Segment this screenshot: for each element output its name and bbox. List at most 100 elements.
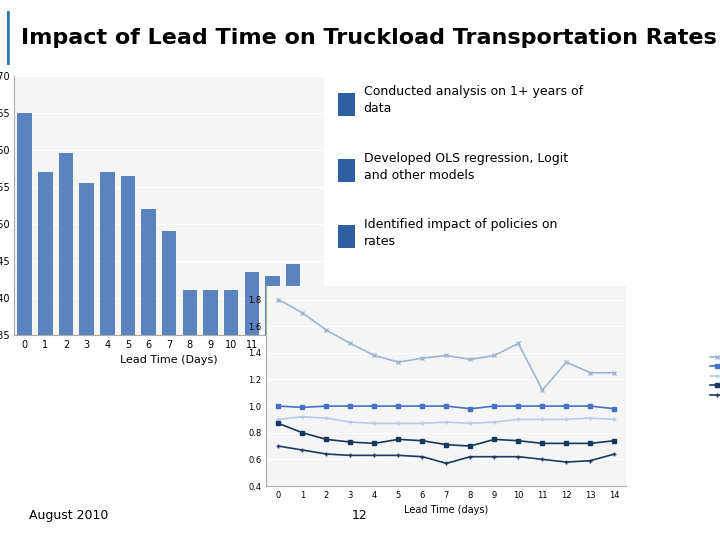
90th Percentile xyxy=(394,359,402,366)
10th Percentile xyxy=(562,459,571,465)
10th Percentile xyxy=(442,460,451,467)
Legend: 90th Percentile, 75th Percentile, 50th Percentile, 25th Percentile, 10th Percent: 90th Percentile, 75th Percentile, 50th P… xyxy=(707,352,720,401)
75th Percentile xyxy=(442,403,451,409)
90th Percentile xyxy=(322,327,330,333)
Text: Conducted analysis on 1+ years of
data: Conducted analysis on 1+ years of data xyxy=(364,85,582,116)
50th Percentile xyxy=(586,415,595,421)
10th Percentile xyxy=(538,456,546,463)
25th Percentile xyxy=(298,429,307,436)
90th Percentile xyxy=(442,352,451,359)
90th Percentile xyxy=(298,309,307,316)
50th Percentile xyxy=(274,416,283,423)
Bar xyxy=(17,113,32,540)
90th Percentile xyxy=(418,355,427,361)
25th Percentile xyxy=(562,440,571,447)
25th Percentile xyxy=(466,443,474,449)
Bar xyxy=(183,291,197,540)
75th Percentile xyxy=(586,403,595,409)
25th Percentile xyxy=(490,436,499,443)
Bar xyxy=(338,225,354,248)
75th Percentile xyxy=(514,403,523,409)
Line: 10th Percentile: 10th Percentile xyxy=(276,444,616,465)
10th Percentile xyxy=(490,454,499,460)
90th Percentile xyxy=(610,369,618,376)
Bar xyxy=(59,153,73,540)
Bar xyxy=(307,287,321,540)
10th Percentile xyxy=(394,452,402,458)
90th Percentile xyxy=(370,352,379,359)
Line: 50th Percentile: 50th Percentile xyxy=(276,415,616,426)
Line: 75th Percentile: 75th Percentile xyxy=(276,404,616,411)
50th Percentile xyxy=(322,415,330,421)
Bar xyxy=(100,172,114,540)
50th Percentile xyxy=(610,416,618,423)
50th Percentile xyxy=(490,419,499,426)
75th Percentile xyxy=(370,403,379,409)
Line: 90th Percentile: 90th Percentile xyxy=(276,298,616,392)
25th Percentile xyxy=(514,437,523,444)
90th Percentile xyxy=(490,352,499,359)
Bar xyxy=(338,159,354,181)
75th Percentile xyxy=(490,403,499,409)
10th Percentile xyxy=(514,454,523,460)
25th Percentile xyxy=(274,420,283,427)
Text: August 2010: August 2010 xyxy=(29,509,108,522)
75th Percentile xyxy=(562,403,571,409)
10th Percentile xyxy=(298,447,307,453)
50th Percentile xyxy=(538,416,546,423)
Bar xyxy=(245,272,259,540)
Line: 25th Percentile: 25th Percentile xyxy=(276,421,616,448)
25th Percentile xyxy=(586,440,595,447)
Bar xyxy=(121,176,135,540)
50th Percentile xyxy=(298,414,307,420)
X-axis label: Lead Time (Days): Lead Time (Days) xyxy=(120,355,218,365)
25th Percentile xyxy=(322,436,330,443)
10th Percentile xyxy=(418,454,427,460)
50th Percentile xyxy=(370,420,379,427)
25th Percentile xyxy=(370,440,379,447)
90th Percentile xyxy=(274,296,283,303)
Bar xyxy=(162,231,176,540)
75th Percentile xyxy=(610,406,618,412)
25th Percentile xyxy=(610,437,618,444)
Text: Developed OLS regression, Logit
and other models: Developed OLS regression, Logit and othe… xyxy=(364,152,568,181)
75th Percentile xyxy=(274,403,283,409)
25th Percentile xyxy=(538,440,546,447)
Text: Impact of Lead Time on Truckload Transportation Rates: Impact of Lead Time on Truckload Transpo… xyxy=(22,28,717,48)
75th Percentile xyxy=(466,406,474,412)
25th Percentile xyxy=(418,437,427,444)
50th Percentile xyxy=(394,420,402,427)
Bar xyxy=(224,291,238,540)
X-axis label: Lead Time (days): Lead Time (days) xyxy=(404,505,489,515)
Bar xyxy=(79,183,94,540)
Bar xyxy=(286,265,300,540)
90th Percentile xyxy=(514,340,523,347)
10th Percentile xyxy=(466,454,474,460)
10th Percentile xyxy=(322,451,330,457)
25th Percentile xyxy=(394,436,402,443)
Bar xyxy=(141,209,156,540)
90th Percentile xyxy=(346,340,355,347)
50th Percentile xyxy=(514,416,523,423)
10th Percentile xyxy=(346,452,355,458)
75th Percentile xyxy=(298,404,307,410)
75th Percentile xyxy=(394,403,402,409)
75th Percentile xyxy=(538,403,546,409)
90th Percentile xyxy=(466,356,474,363)
75th Percentile xyxy=(322,403,330,409)
75th Percentile xyxy=(418,403,427,409)
50th Percentile xyxy=(442,419,451,426)
90th Percentile xyxy=(562,359,571,366)
50th Percentile xyxy=(346,419,355,426)
Text: 12: 12 xyxy=(352,509,368,522)
Bar xyxy=(38,172,53,540)
10th Percentile xyxy=(274,443,283,449)
10th Percentile xyxy=(370,452,379,458)
50th Percentile xyxy=(466,420,474,427)
90th Percentile xyxy=(538,387,546,393)
10th Percentile xyxy=(586,457,595,464)
Text: Identified impact of policies on
rates: Identified impact of policies on rates xyxy=(364,218,557,248)
Bar xyxy=(338,93,354,116)
50th Percentile xyxy=(562,416,571,423)
90th Percentile xyxy=(586,369,595,376)
